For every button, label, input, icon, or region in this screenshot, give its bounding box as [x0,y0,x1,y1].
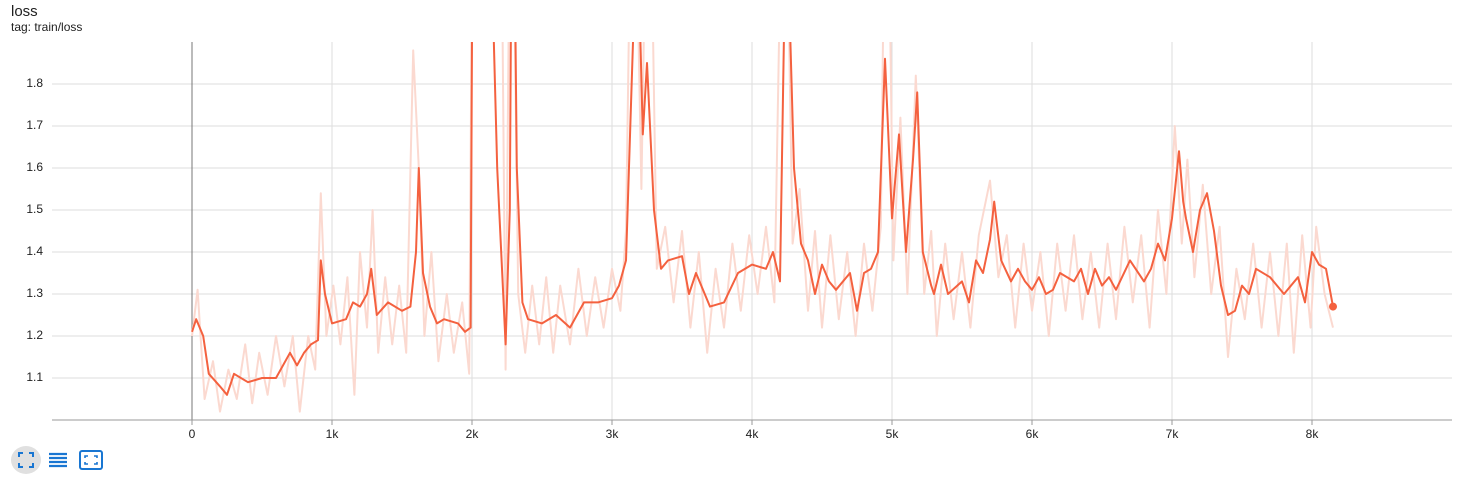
x-tick-label: 8k [1306,427,1320,440]
chart: 1.1 1.2 1.3 1.4 1.5 1.6 1.7 1.8 0 1k 2k 3k 4k 5k 6k 7k 8… [26,42,1452,440]
fit-domain-button[interactable] [11,446,41,474]
x-tick-label: 7k [1166,427,1180,440]
y-tick-label: 1.5 [26,202,43,216]
x-tick-label: 3k [606,427,620,440]
x-tick-label: 1k [326,427,340,440]
expand-icon [79,450,103,470]
toggle-log-button[interactable] [43,446,73,474]
x-tick-label: 2k [466,427,480,440]
fit-icon [18,452,34,468]
chart-title: loss [11,3,38,20]
list-icon [49,452,67,468]
x-tick-label: 0 [189,427,196,440]
expand-button[interactable] [76,446,106,474]
y-tick-label: 1.8 [26,76,43,90]
y-tick-label: 1.1 [26,370,43,384]
y-tick-label: 1.2 [26,328,43,342]
x-tick-label: 6k [1026,427,1040,440]
y-tick-label: 1.6 [26,160,43,174]
x-tick-label: 5k [886,427,900,440]
y-tick-label: 1.3 [26,286,43,300]
plot-area [191,42,1334,413]
tag-label: tag: train/loss [11,20,83,34]
y-tick-label: 1.7 [26,118,43,132]
last-point [1329,302,1337,311]
raw-line [191,42,1334,413]
smoothed-line [191,42,1334,396]
y-tick-label: 1.4 [26,244,43,258]
x-tick-label: 4k [746,427,760,440]
